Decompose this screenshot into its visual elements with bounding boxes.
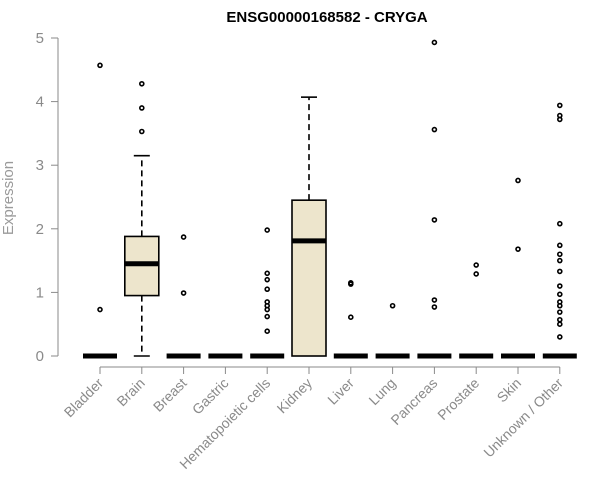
outlier-point: [431, 126, 438, 133]
boxplot-unknown-other: [542, 102, 577, 359]
outlier-point: [264, 286, 271, 293]
outlier-point: [264, 328, 271, 334]
outlier-point: [139, 128, 145, 135]
outlier-point: [431, 217, 438, 223]
y-tick-label: 2: [36, 221, 44, 238]
outlier-point: [264, 227, 271, 233]
outlier-point: [556, 291, 563, 298]
outlier-point: [389, 302, 396, 309]
outlier-point: [264, 299, 271, 305]
boxplots: [83, 39, 577, 359]
boxplot-brain: [124, 80, 160, 357]
boxplot-hematopoietic-cells: [250, 227, 285, 359]
y-axis-label: Expression: [0, 161, 17, 235]
boxplot-pancreas: [417, 39, 452, 359]
outlier-point: [556, 112, 563, 119]
y-tick-label: 4: [36, 94, 44, 111]
outlier-point: [431, 304, 438, 310]
x-tick-label: Unknown / Other: [480, 375, 566, 461]
outlier-point: [180, 290, 187, 296]
chart-title: ENSG00000168582 - CRYGA: [226, 9, 427, 26]
boxplot-skin: [501, 177, 535, 359]
outlier-point: [347, 314, 354, 321]
boxplot-lung: [375, 302, 410, 359]
outlier-point: [556, 299, 563, 305]
outlier-point: [556, 102, 563, 109]
outlier-point: [431, 39, 438, 46]
outlier-point: [556, 251, 563, 258]
outlier-point: [347, 280, 354, 286]
x-tick-label: Bladder: [61, 375, 107, 421]
outlier-point: [556, 309, 563, 315]
outlier-point: [556, 220, 563, 227]
x-tick-label: Kidney: [274, 375, 316, 417]
boxplot-breast: [166, 234, 201, 359]
outlier-point: [556, 283, 563, 289]
boxplot-liver: [333, 280, 368, 359]
outlier-point: [431, 297, 438, 303]
boxplot-kidney: [291, 96, 327, 357]
outlier-point: [515, 177, 521, 184]
y-tick-label: 5: [36, 30, 44, 47]
y-tick-label: 1: [36, 284, 44, 301]
x-tick-label: Prostate: [434, 375, 482, 423]
x-tick-label: Liver: [324, 375, 357, 408]
outlier-point: [556, 268, 563, 275]
y-axis: 0 1 2 3 4 5: [36, 30, 59, 365]
box: [291, 199, 327, 357]
outlier-point: [264, 276, 271, 283]
outlier-point: [473, 262, 480, 268]
outlier-point: [556, 257, 563, 264]
x-tick-label: Skin: [494, 375, 525, 406]
y-tick-label: 3: [36, 157, 44, 174]
outlier-point: [139, 80, 145, 87]
outlier-point: [473, 271, 480, 277]
outlier-point: [515, 246, 521, 252]
boxplot-prostate: [459, 262, 494, 359]
outlier-point: [180, 234, 187, 240]
outlier-point: [264, 313, 271, 320]
x-tick-label: Breast: [150, 375, 190, 415]
outlier-point: [97, 306, 103, 313]
outlier-point: [139, 105, 145, 111]
boxplot-bladder: [83, 62, 117, 359]
x-tick-label: Lung: [365, 375, 398, 408]
outlier-point: [556, 334, 563, 340]
outlier-point: [556, 321, 563, 328]
x-tick-label: Brain: [113, 375, 147, 409]
outlier-point: [97, 62, 103, 69]
outlier-point: [556, 316, 563, 323]
outlier-point: [556, 242, 563, 249]
outlier-point: [264, 270, 271, 277]
y-tick-label: 0: [36, 348, 44, 365]
